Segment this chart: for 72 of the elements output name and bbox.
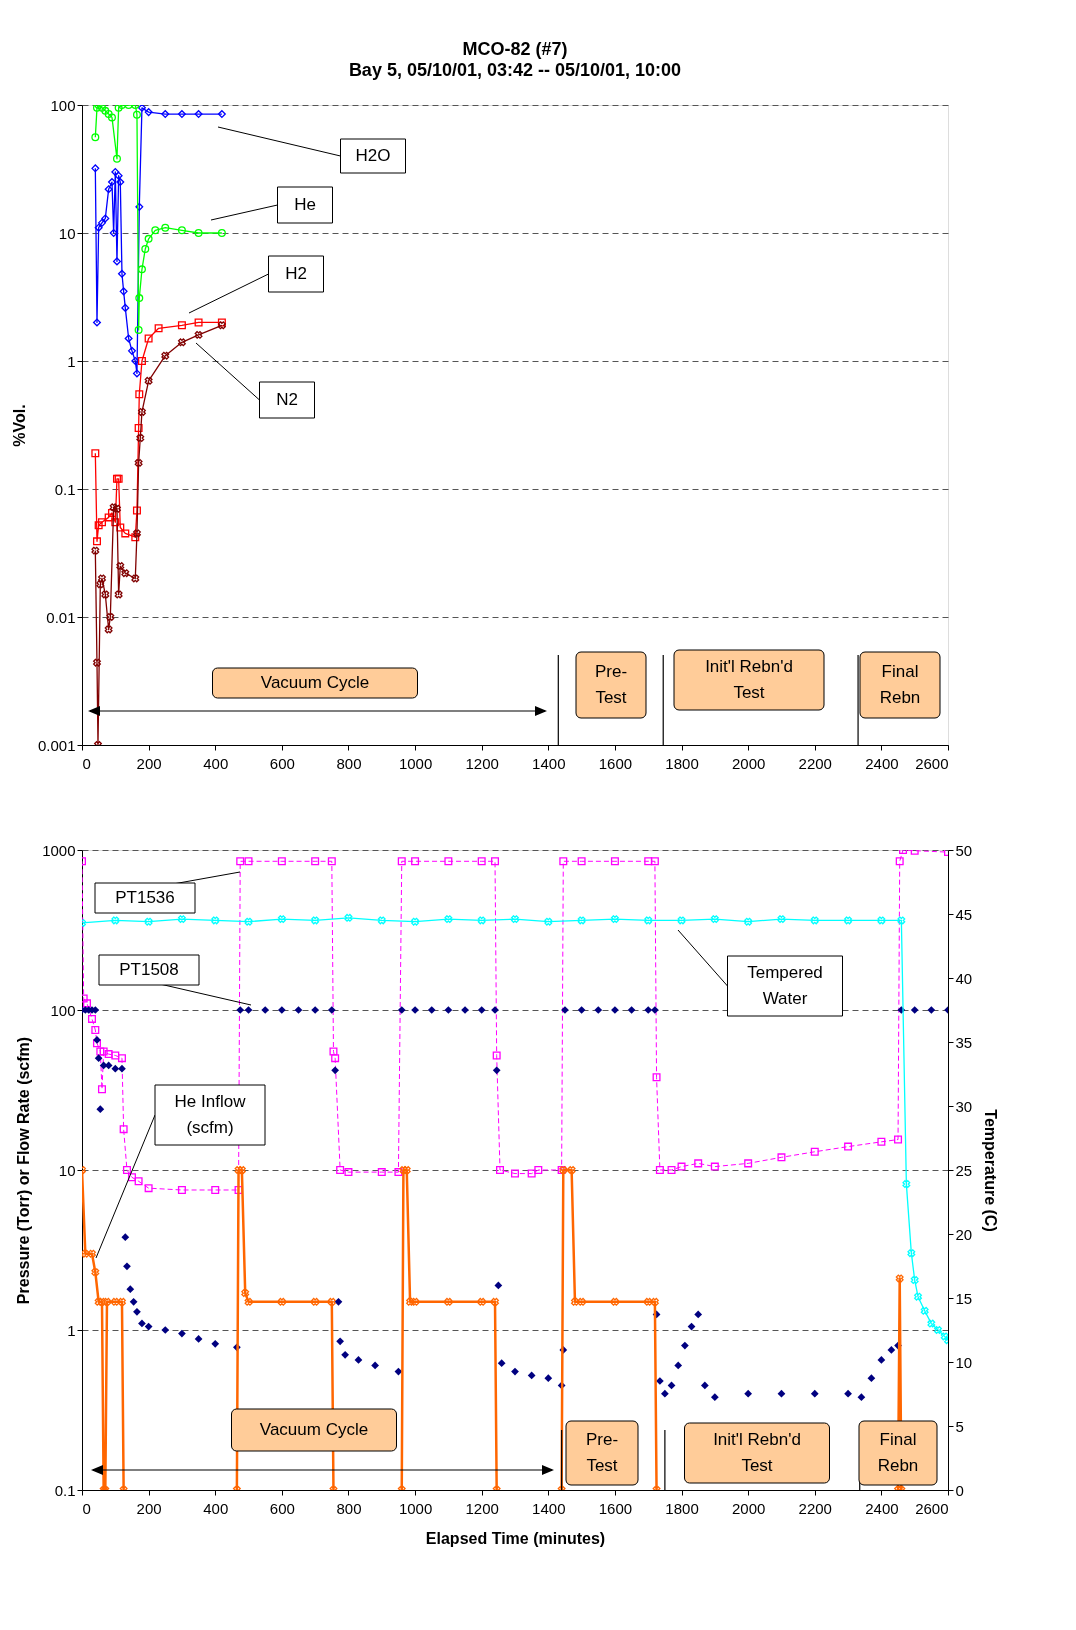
x-tick-label: 1400	[532, 754, 566, 772]
text: H2	[285, 264, 307, 283]
y2-tick-label: 40	[955, 969, 973, 987]
y-tick-label: 1000	[42, 841, 76, 859]
text: N2	[276, 390, 298, 409]
x-tick-label: 2200	[798, 1499, 832, 1517]
annotation: Vacuum Cycle	[260, 673, 370, 692]
y-tick-label: 100	[50, 96, 76, 114]
y-tick-label: 0.01	[46, 608, 76, 626]
y2-axis-title: Temperature (C)	[982, 1109, 1000, 1232]
annotation: Vacuum Cycle	[259, 1420, 369, 1439]
x-tick-label: 2000	[731, 1499, 766, 1517]
y-tick-label: 0.001	[37, 736, 76, 754]
x-tick-label: 800	[336, 1499, 362, 1517]
x-tick-label: 600	[269, 754, 295, 772]
x-tick-label: 2600	[915, 754, 949, 772]
x-tick-label: 200	[136, 754, 162, 772]
x-tick-label: 2200	[798, 754, 832, 772]
x-tick-label: 0	[82, 1499, 91, 1517]
y2-tick-label: 35	[955, 1033, 973, 1051]
y2-tick-label: 30	[955, 1097, 973, 1115]
x-tick-label: 1200	[465, 1499, 499, 1517]
series-label: He Inflow (scfm)	[174, 1092, 247, 1137]
y2-tick-label: 15	[955, 1289, 973, 1307]
text: H2O	[355, 146, 391, 165]
y2-tick-label: 25	[955, 1161, 973, 1179]
x-tick-label: 800	[336, 754, 362, 772]
y2-tick-label: 50	[955, 841, 973, 859]
chart-subtitle: Bay 5, 05/10/01, 03:42 -- 05/10/01, 10:00	[348, 60, 682, 80]
y2-tick-label: 20	[955, 1225, 973, 1243]
y-axis-title: Pressure (Torr) or Flow Rate (scfm)	[15, 1036, 33, 1305]
y-axis-title: %Vol.	[10, 404, 28, 447]
x-tick-label: 400	[203, 754, 229, 772]
x-tick-label: 400	[203, 1499, 229, 1517]
x-tick-label: 1400	[532, 1499, 566, 1517]
x-tick-label: 1800	[665, 1499, 699, 1517]
y2-tick-label: 10	[955, 1353, 973, 1371]
x-tick-label: 1800	[665, 754, 699, 772]
annotation: Pre- Test	[594, 662, 628, 707]
x-axis-title: Elapsed Time (minutes)	[425, 1529, 606, 1547]
x-tick-label: 2400	[865, 754, 899, 772]
y-tick-label: 10	[58, 1161, 76, 1179]
y2-tick-label: 0	[955, 1481, 964, 1499]
x-tick-label: 2000	[731, 754, 766, 772]
x-tick-label: 1600	[598, 1499, 633, 1517]
x-tick-label: 200	[136, 1499, 162, 1517]
y2-tick-label: 5	[955, 1417, 964, 1435]
y-tick-label: 0.1	[54, 1481, 76, 1499]
x-tick-label: 2600	[915, 1499, 949, 1517]
annotation: Init'l Rebn'd Test	[705, 657, 793, 702]
y-tick-label: 0.1	[54, 480, 76, 498]
annotation: Final Rebn	[879, 662, 921, 707]
annotation: Pre- Test	[585, 1430, 619, 1475]
text: He	[294, 195, 316, 214]
x-tick-label: 1600	[598, 754, 633, 772]
y-tick-label: 10	[58, 224, 76, 242]
x-tick-label: 1000	[398, 754, 433, 772]
x-tick-label: 1000	[398, 1499, 433, 1517]
x-tick-label: 600	[269, 1499, 295, 1517]
chart-title: MCO-82 (#7)	[462, 39, 568, 59]
series-label: PT1536	[115, 888, 175, 907]
annotation: Final Rebn	[877, 1430, 919, 1475]
x-tick-label: 1200	[465, 754, 499, 772]
text: Tempered Water	[747, 963, 823, 1008]
y-tick-label: 1	[67, 352, 76, 370]
x-tick-label: 0	[82, 754, 91, 772]
x-tick-label: 2400	[865, 1499, 899, 1517]
annotation: Init'l Rebn'd Test	[713, 1430, 801, 1475]
y2-tick-label: 45	[955, 905, 973, 923]
y-tick-label: 1	[67, 1321, 76, 1339]
text: PT1508	[119, 960, 179, 979]
y-tick-label: 100	[50, 1001, 76, 1019]
